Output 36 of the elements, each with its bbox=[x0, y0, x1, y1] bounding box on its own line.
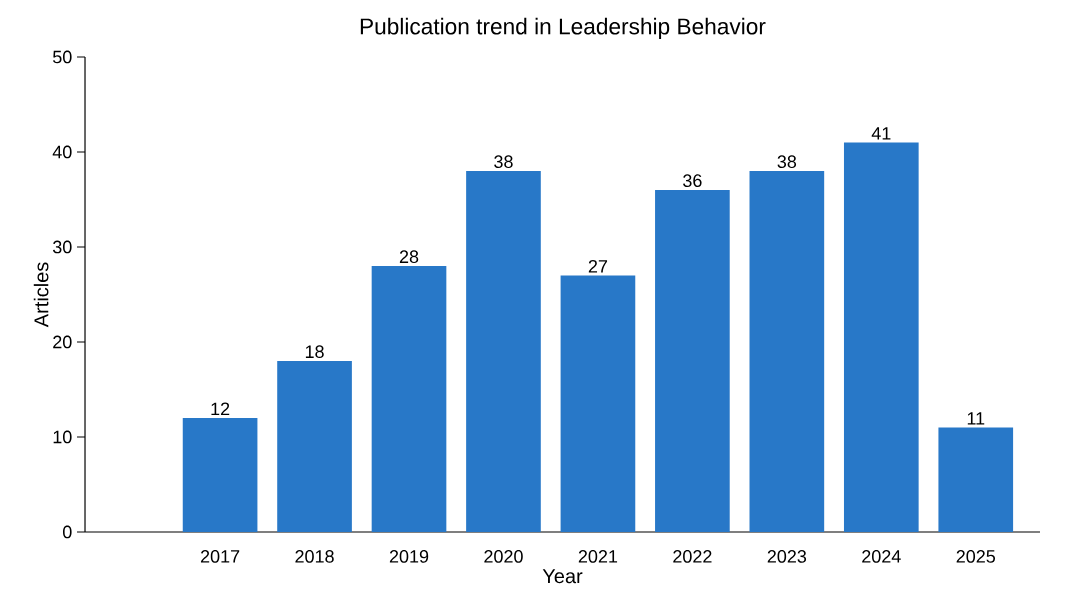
bar bbox=[182, 417, 258, 532]
y-tick-label: 0 bbox=[63, 525, 72, 539]
bar bbox=[277, 360, 352, 532]
y-axis-title: Articles bbox=[33, 262, 49, 328]
data-label: 18 bbox=[305, 345, 324, 359]
data-label: 27 bbox=[588, 259, 608, 273]
x-tick-label: 2022 bbox=[673, 550, 712, 563]
x-tick-label: 2024 bbox=[862, 550, 901, 563]
bar bbox=[560, 275, 636, 532]
chart-title: Publication trend in Leadership Behavior bbox=[360, 17, 766, 39]
y-tick-label: 50 bbox=[52, 50, 72, 64]
x-axis-title: Year bbox=[542, 569, 583, 584]
x-tick-label: 2017 bbox=[200, 550, 240, 563]
x-tick-label: 2021 bbox=[578, 550, 618, 563]
y-tick-label: 30 bbox=[52, 240, 72, 254]
x-tick-label: 2019 bbox=[389, 550, 429, 563]
data-label: 38 bbox=[777, 155, 797, 169]
bar bbox=[371, 265, 447, 532]
bar bbox=[655, 189, 730, 532]
bar bbox=[938, 427, 1014, 532]
bar bbox=[466, 170, 541, 532]
y-tick-label: 10 bbox=[53, 430, 72, 444]
data-label: 41 bbox=[871, 127, 891, 140]
data-label: 12 bbox=[211, 402, 230, 416]
data-label: 11 bbox=[967, 412, 985, 425]
data-label: 28 bbox=[399, 250, 419, 264]
data-label: 38 bbox=[494, 155, 513, 169]
bar bbox=[749, 170, 825, 532]
bar bbox=[843, 142, 919, 532]
x-tick-label: 2018 bbox=[295, 550, 334, 563]
y-tick-label: 40 bbox=[52, 145, 72, 159]
y-tick-label: 20 bbox=[53, 335, 72, 349]
x-tick-label: 2025 bbox=[956, 550, 996, 563]
x-tick-label: 2023 bbox=[767, 550, 807, 563]
x-tick-label: 2020 bbox=[484, 550, 523, 563]
data-label: 36 bbox=[683, 174, 702, 188]
